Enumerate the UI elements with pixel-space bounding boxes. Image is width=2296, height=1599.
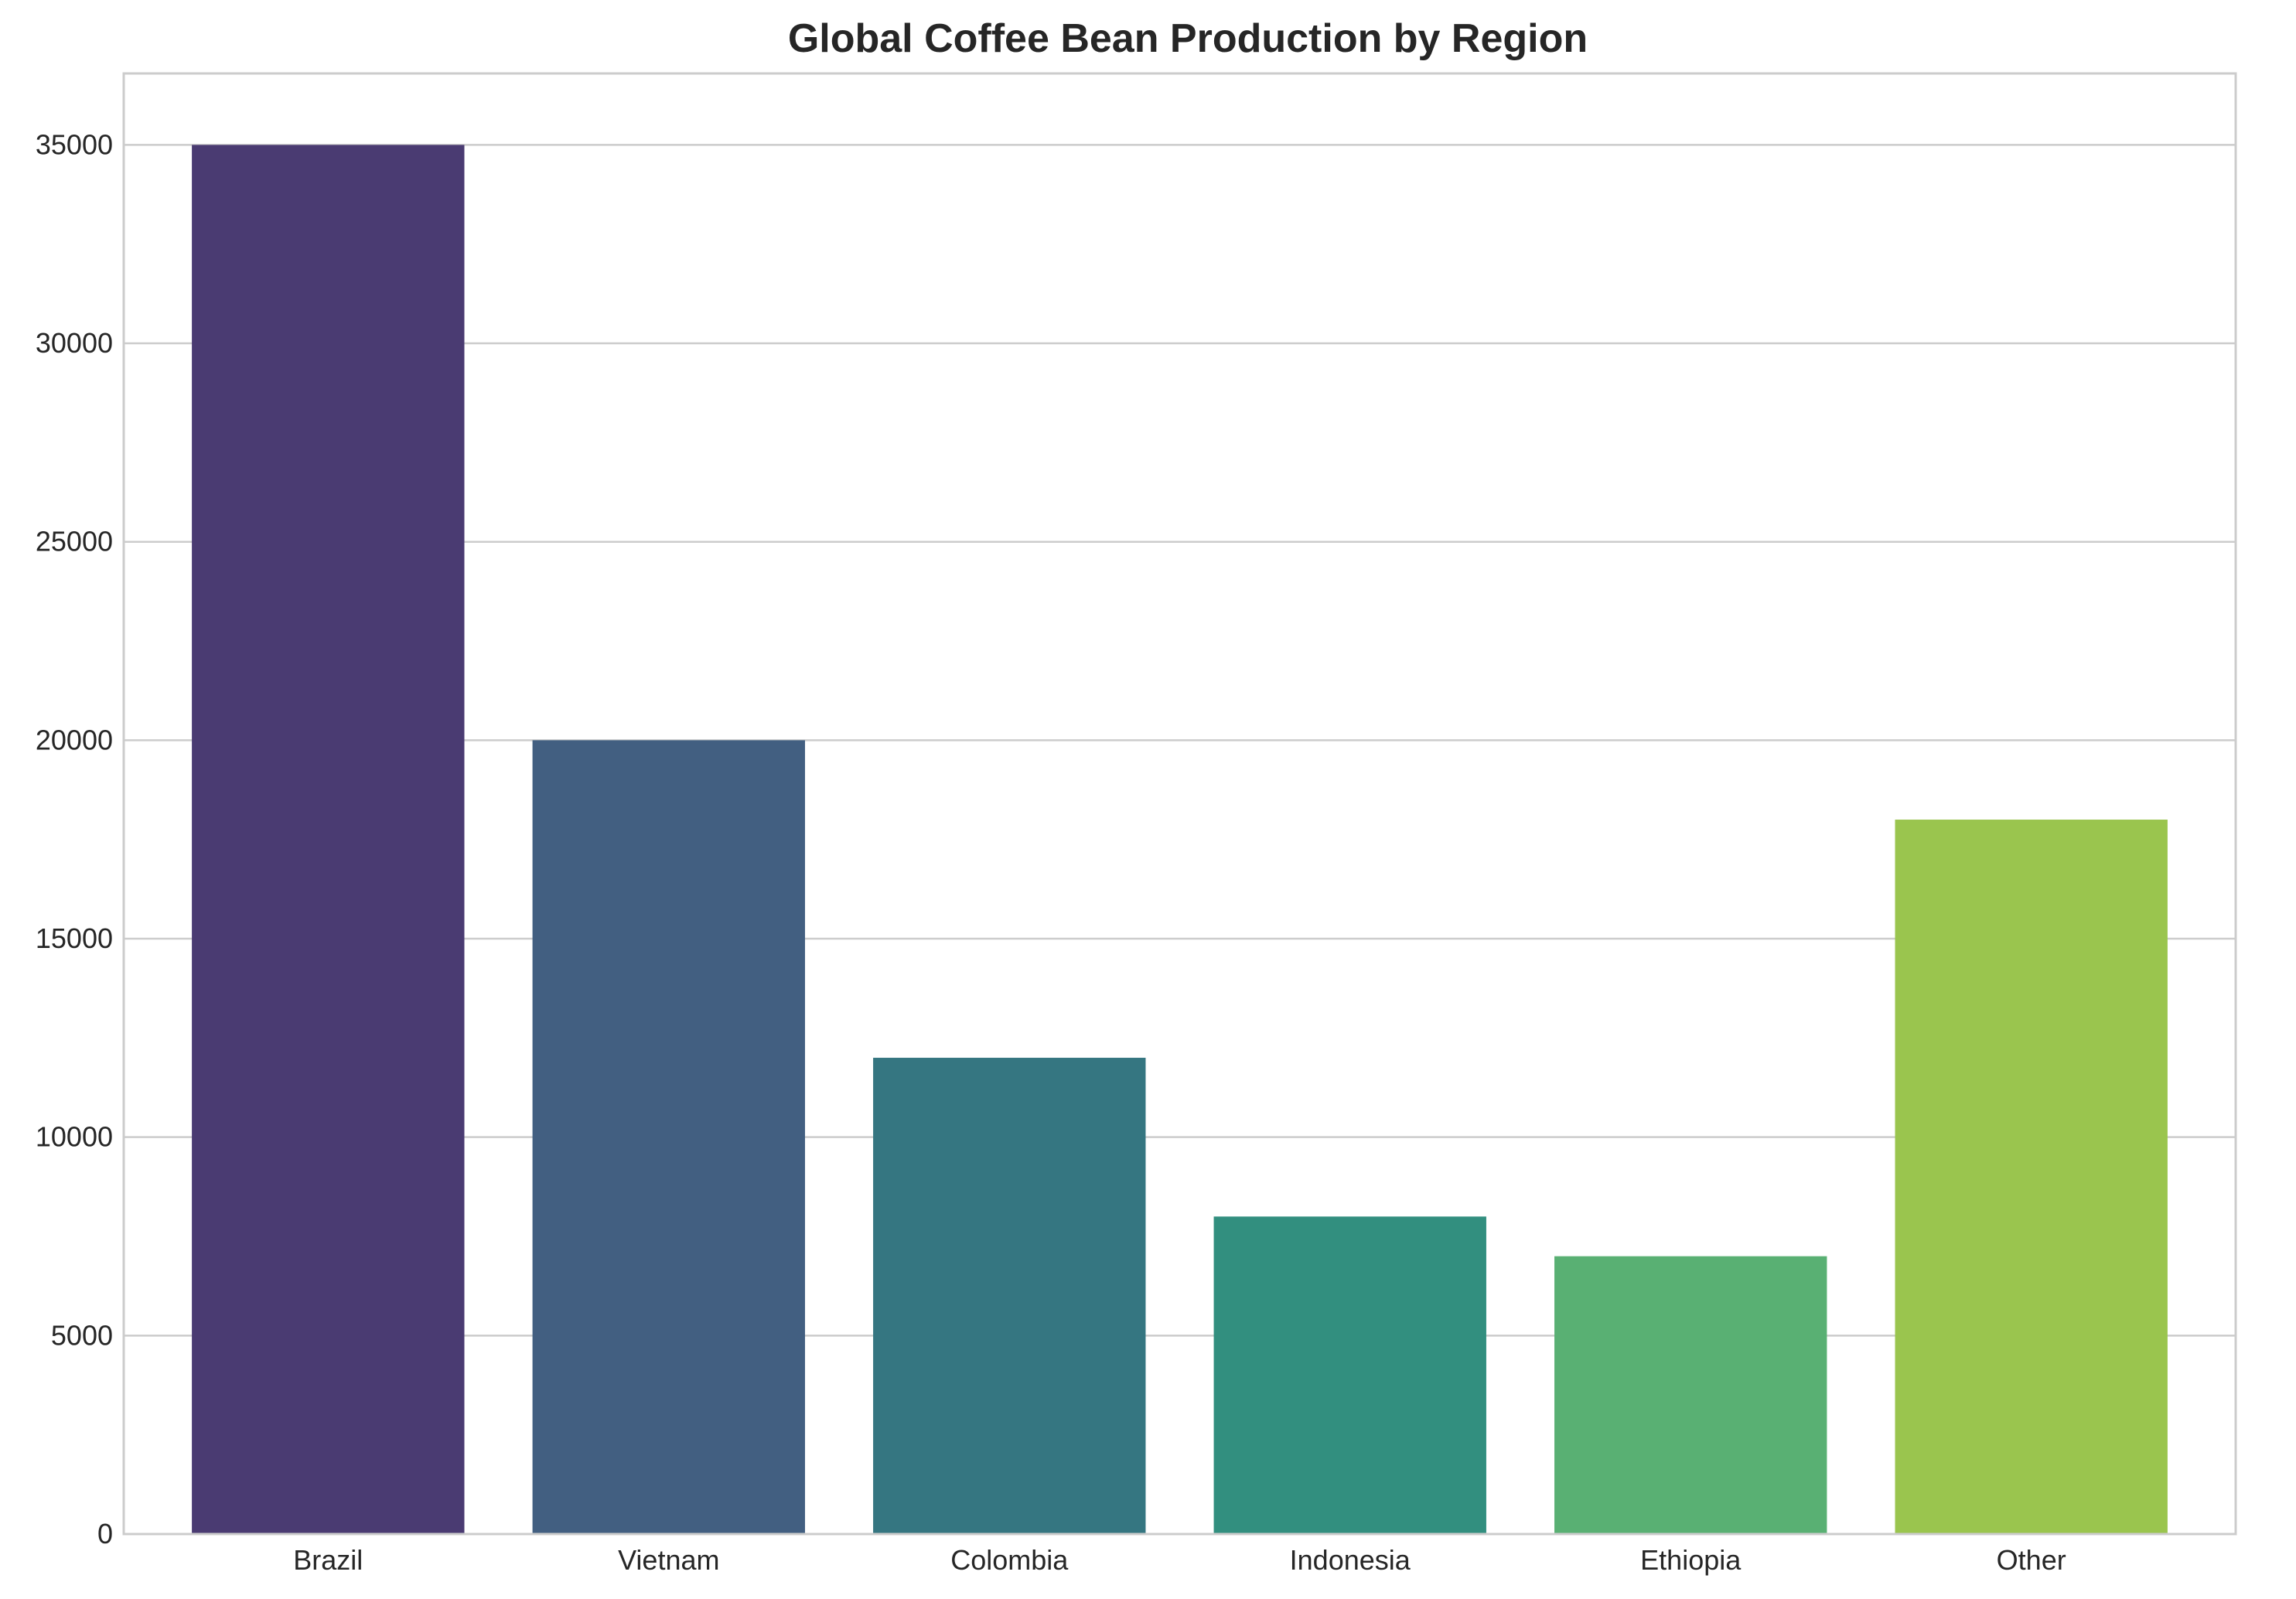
y-tick-label: 0 (97, 1518, 113, 1550)
plot-frame (122, 72, 2237, 1536)
y-axis-ticks: 0 5000 10000 15000 20000 25000 30000 35000 (36, 128, 113, 1550)
y-tick-label: 10000 (36, 1121, 113, 1153)
y-tick-label: 15000 (36, 922, 113, 954)
y-tick-label: 30000 (36, 327, 113, 359)
x-tick-label: Ethiopia (1640, 1544, 1742, 1576)
x-tick-label: Brazil (293, 1544, 363, 1576)
x-tick-label: Vietnam (618, 1544, 719, 1576)
bar-brazil (192, 145, 465, 1535)
bar-ethiopia (1554, 1256, 1827, 1534)
bars (192, 145, 2168, 1535)
x-axis-ticks: Brazil Vietnam Colombia Indonesia Ethiopia Ot… (293, 1544, 2066, 1576)
grid-lines (124, 144, 2236, 1536)
bar-indonesia (1213, 1216, 1486, 1534)
bar-colombia (873, 1058, 1146, 1534)
x-tick-label: Other (1997, 1544, 2066, 1576)
y-tick-label: 35000 (36, 128, 113, 160)
y-tick-label: 20000 (36, 724, 113, 755)
chart-title: Global Coffee Bean Production by Region (788, 16, 1588, 61)
x-tick-label: Colombia (950, 1544, 1069, 1576)
bar-vietnam (532, 740, 805, 1534)
x-tick-label: Indonesia (1290, 1544, 1411, 1576)
y-tick-label: 25000 (36, 526, 113, 557)
y-tick-label: 5000 (51, 1319, 113, 1351)
bar-other (1895, 820, 2168, 1534)
